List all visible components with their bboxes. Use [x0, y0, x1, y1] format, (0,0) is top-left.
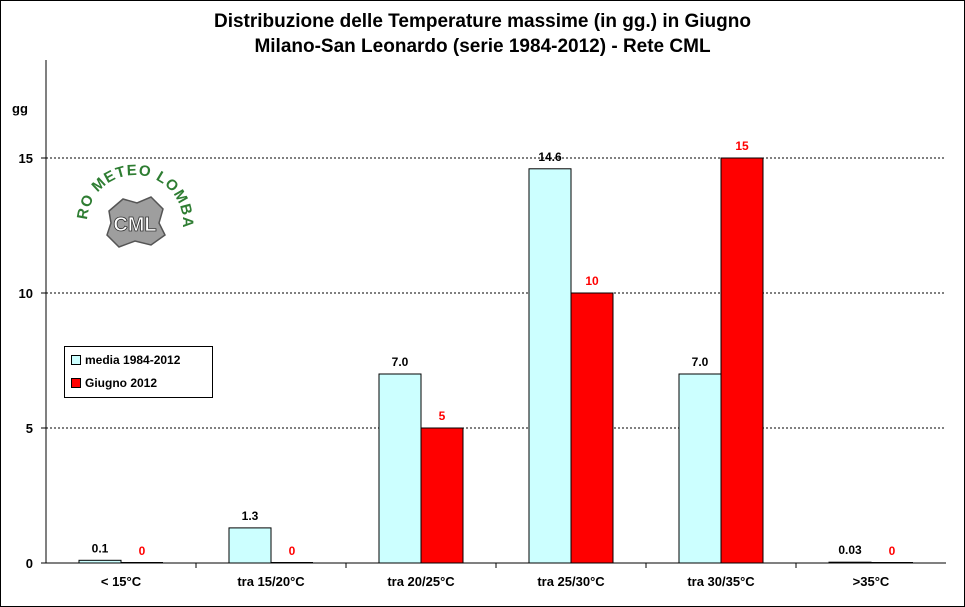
- chart-title: Distribuzione delle Temperature massime …: [213, 11, 751, 32]
- y-tick-label: 10: [19, 286, 33, 301]
- x-tick-label: tra 20/25°C: [387, 574, 455, 589]
- data-label: 5: [439, 409, 446, 423]
- logo-center-text: CML: [113, 214, 156, 236]
- bar: [378, 373, 422, 564]
- data-label: 0: [139, 544, 146, 558]
- data-label: 7.0: [392, 355, 409, 369]
- bar: [78, 559, 122, 564]
- y-tick-label: 0: [26, 556, 33, 571]
- legend-label-giugno: Giugno 2012: [85, 376, 158, 390]
- data-label: 0.1: [92, 541, 109, 555]
- bar: [420, 427, 464, 564]
- legend: media 1984-2012 Giugno 2012: [64, 346, 213, 398]
- bar: [570, 292, 614, 564]
- legend-swatch-media: [71, 355, 81, 365]
- legend-label-media: media 1984-2012: [85, 353, 181, 367]
- y-axis-label: gg: [12, 101, 28, 116]
- data-label: 7.0: [692, 355, 709, 369]
- data-label: 10: [585, 274, 599, 288]
- legend-swatch-giugno: [71, 378, 81, 388]
- y-tick-label: 5: [26, 421, 33, 436]
- bar: [720, 157, 764, 564]
- data-label: 0.03: [838, 543, 862, 557]
- data-label: 1.3: [242, 509, 259, 523]
- bar: [228, 527, 272, 564]
- legend-item-giugno: Giugno 2012: [71, 375, 157, 391]
- x-tick-label: tra 25/30°C: [537, 574, 605, 589]
- bar: [678, 373, 722, 564]
- x-tick-label: tra 15/20°C: [237, 574, 305, 589]
- data-label: 14.6: [538, 150, 562, 164]
- cml-logo: CML CENTRO METEO LOMBARDO: [71, 159, 195, 248]
- lombardy-map-shape: [106, 196, 166, 248]
- legend-item-media: media 1984-2012: [71, 352, 180, 368]
- data-label: 15: [735, 139, 749, 153]
- data-label: 0: [289, 544, 296, 558]
- chart-subtitle: Milano-San Leonardo (serie 1984-2012) - …: [254, 36, 711, 57]
- data-label: 0: [889, 544, 896, 558]
- x-tick-label: >35°C: [853, 574, 890, 589]
- bar: [528, 168, 572, 564]
- bar: [828, 561, 872, 564]
- y-tick-label: 15: [19, 151, 33, 166]
- x-tick-label: tra 30/35°C: [687, 574, 755, 589]
- x-tick-label: < 15°C: [101, 574, 142, 589]
